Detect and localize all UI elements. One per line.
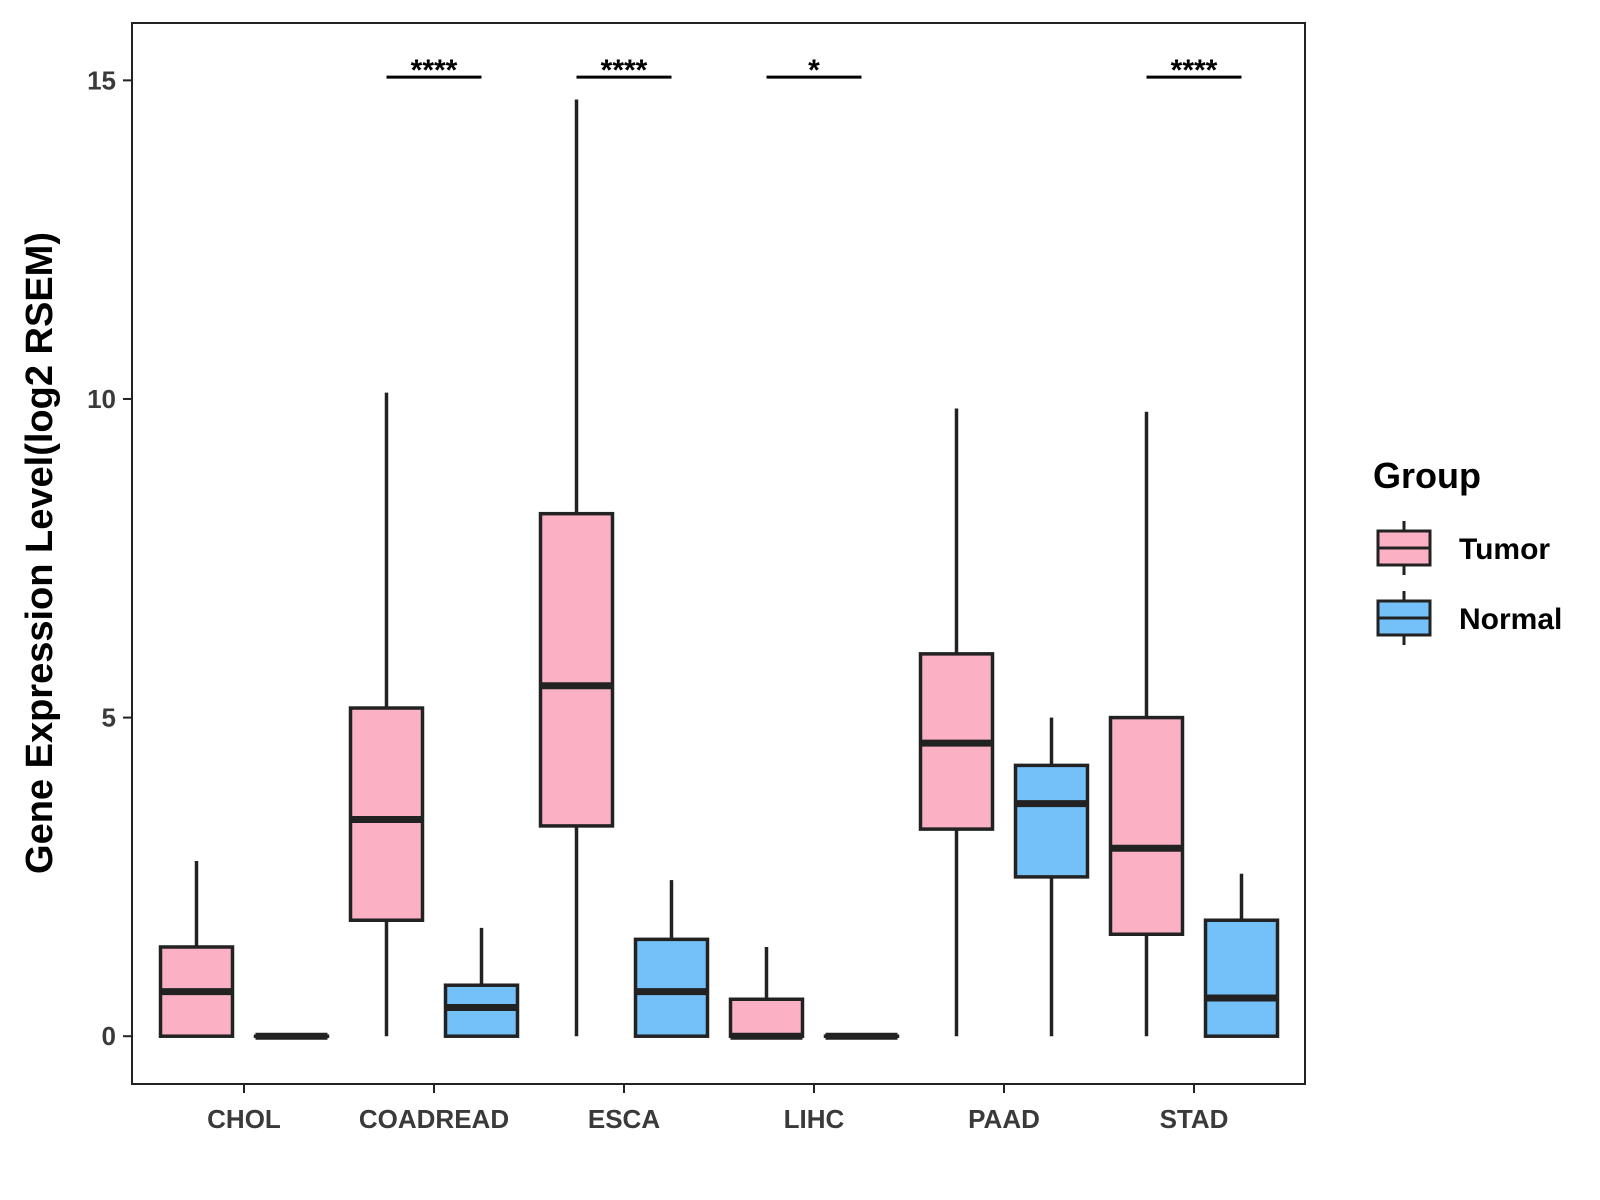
boxes-layer — [158, 99, 1280, 1040]
box-tumor-coadread — [348, 392, 425, 1037]
box-body — [633, 937, 710, 1038]
x-tick-label-esca: ESCA — [588, 1104, 660, 1134]
x-tick-label-paad: PAAD — [968, 1104, 1040, 1134]
box-tumor-chol — [158, 860, 235, 1038]
x-axis: CHOL COADREAD ESCA LIHC PAAD STAD — [207, 1084, 1228, 1134]
box-body — [1013, 763, 1090, 879]
x-tick-label-stad: STAD — [1160, 1104, 1229, 1134]
significance-layer: **** **** * **** — [386, 54, 1242, 87]
box-tumor-lihc — [728, 946, 805, 1040]
significance-label: * — [808, 54, 820, 87]
y-tick-label: 15 — [87, 65, 116, 95]
box-body — [348, 706, 425, 922]
box-normal-esca — [633, 880, 710, 1038]
legend-label-normal: Normal — [1459, 603, 1562, 636]
box-normal-coadread — [443, 927, 520, 1038]
significance-label: **** — [601, 54, 648, 87]
x-tick-label-lihc: LIHC — [784, 1104, 845, 1134]
legend-label-tumor: Tumor — [1459, 533, 1550, 566]
legend: Group Tumor Normal — [1373, 455, 1562, 645]
y-tick-label: 10 — [87, 384, 116, 414]
x-tick-label-chol: CHOL — [207, 1104, 281, 1134]
y-axis-title: Gene Expression Level(log2 RSEM) — [19, 232, 61, 874]
box-body — [1108, 715, 1185, 936]
legend-title: Group — [1373, 455, 1481, 496]
box-normal-paad — [1013, 717, 1090, 1037]
box-tumor-esca — [538, 99, 615, 1037]
legend-key-tumor: Tumor — [1376, 521, 1550, 575]
significance-label: **** — [411, 54, 458, 87]
box-body — [538, 511, 615, 828]
plot-panel-border — [131, 22, 1306, 1085]
legend-key-normal: Normal — [1376, 591, 1562, 645]
y-tick-label: 5 — [102, 703, 116, 733]
box-normal-stad — [1203, 873, 1280, 1038]
box-body — [728, 997, 805, 1038]
box-tumor-paad — [918, 408, 995, 1037]
y-tick-label: 0 — [102, 1021, 116, 1051]
significance-label: **** — [1171, 54, 1218, 87]
y-axis: 0 5 10 15 — [87, 65, 132, 1051]
x-tick-label-coadread: COADREAD — [359, 1104, 509, 1134]
box-tumor-stad — [1108, 411, 1185, 1037]
box-body — [1203, 918, 1280, 1038]
